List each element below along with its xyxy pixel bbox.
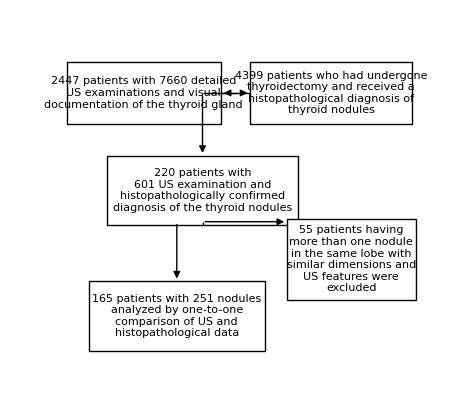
Text: 2447 patients with 7660 detailed
US examinations and visual
documentation of the: 2447 patients with 7660 detailed US exam… bbox=[45, 76, 243, 109]
Text: 55 patients having
more than one nodule
in the same lobe with
similar dimensions: 55 patients having more than one nodule … bbox=[287, 226, 416, 293]
Bar bbox=[287, 219, 416, 300]
Bar bbox=[89, 282, 265, 350]
Text: 220 patients with
601 US examination and
histopathologically confirmed
diagnosis: 220 patients with 601 US examination and… bbox=[113, 168, 292, 213]
Bar bbox=[250, 62, 412, 124]
Text: 4399 patients who had undergone
thyroidectomy and received a
histopathological d: 4399 patients who had undergone thyroide… bbox=[235, 71, 428, 115]
Bar bbox=[66, 62, 221, 124]
Bar bbox=[107, 156, 298, 225]
Text: 165 patients with 251 nodules
analyzed by one-to-one
comparison of US and
histop: 165 patients with 251 nodules analyzed b… bbox=[92, 294, 262, 338]
